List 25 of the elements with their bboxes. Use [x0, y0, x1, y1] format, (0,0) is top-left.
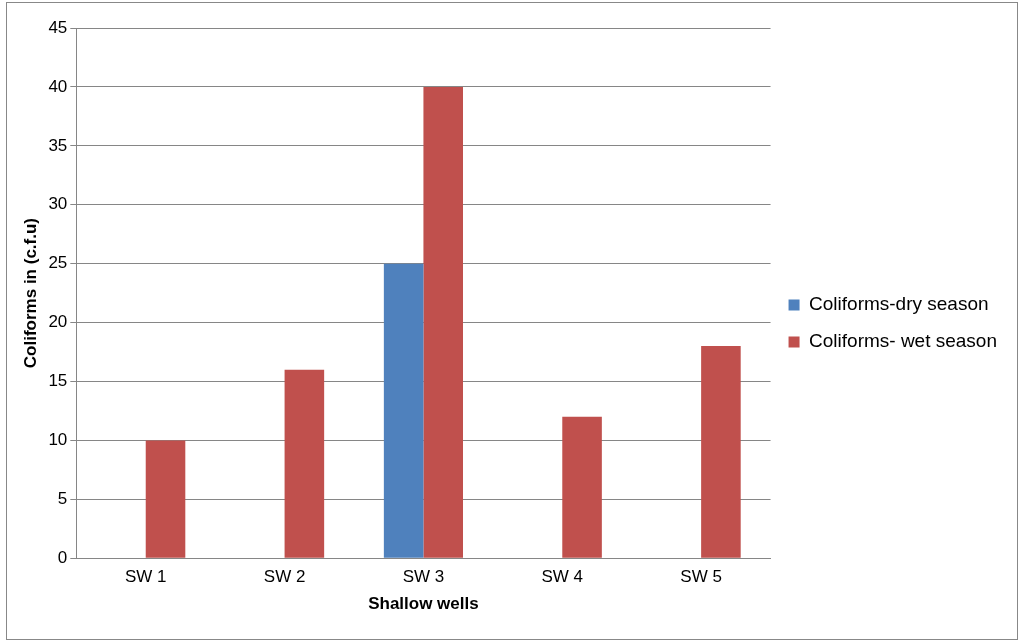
y-tick-label: 15	[48, 371, 68, 391]
x-tick-label: SW 3	[402, 567, 445, 587]
y-tick-label: 30	[48, 194, 68, 214]
legend-label: Coliforms-dry season	[809, 293, 989, 315]
bar	[145, 440, 186, 558]
x-tick-label: SW 4	[541, 567, 584, 587]
bar	[701, 346, 741, 558]
y-tick-label: 45	[48, 17, 68, 37]
bar	[562, 416, 602, 558]
y-axis-title: Coliforms in (c.f.u)	[20, 218, 40, 369]
bar	[423, 86, 463, 558]
y-tick-label: 0	[57, 547, 68, 567]
y-tick-label: 40	[48, 76, 68, 96]
y-tick-label: 5	[57, 488, 68, 508]
y-tick-label: 25	[48, 253, 68, 273]
x-tick-label: SW 5	[680, 567, 722, 587]
x-tick-label: SW 1	[124, 567, 167, 587]
x-axis-title: Shallow wells	[368, 594, 479, 614]
legend-label: Coliforms- wet season	[809, 330, 997, 352]
x-tick-label: SW 2	[263, 567, 306, 587]
y-tick-label: 10	[48, 430, 68, 450]
bar	[284, 369, 325, 558]
bar	[383, 263, 424, 558]
y-tick-label: 35	[48, 135, 68, 155]
y-tick-label: 20	[48, 312, 68, 332]
